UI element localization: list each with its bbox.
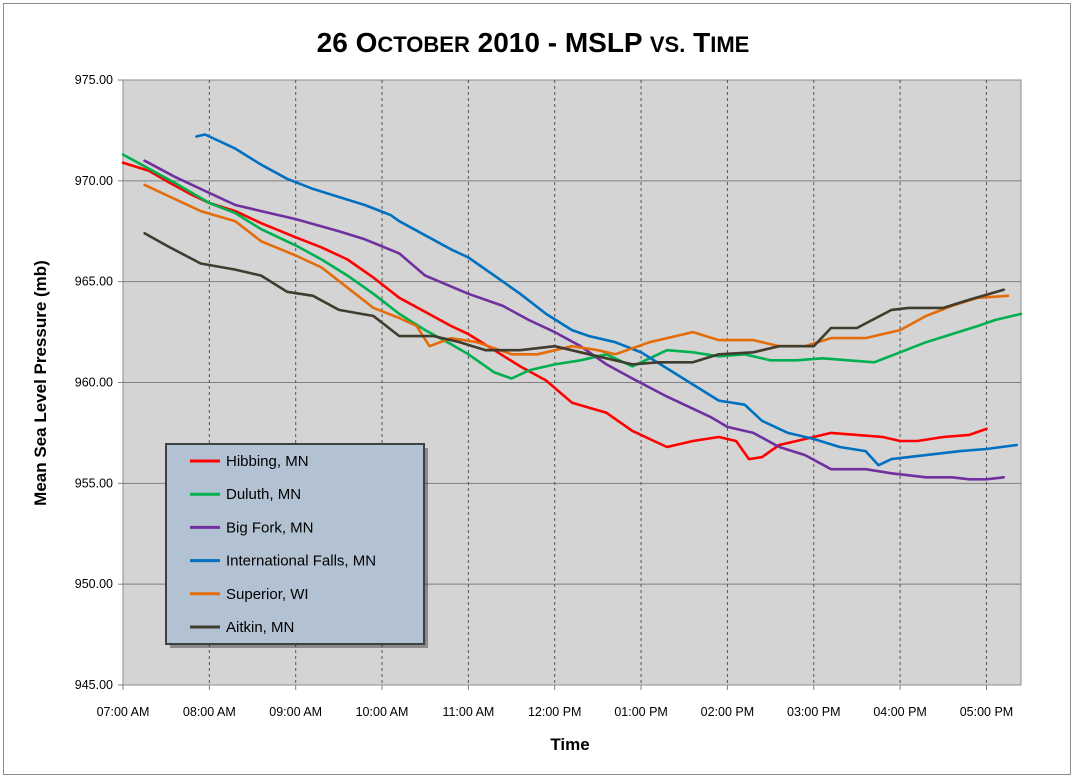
- y-tick-label: 955.00: [75, 476, 113, 490]
- y-axis-ticks: 945.00 950.00 955.00 960.00 965.00 970.00 975.…: [75, 73, 113, 692]
- y-tick-label: 960.00: [75, 376, 113, 390]
- series-lines: [121, 133, 1023, 481]
- series-line-international-falls-mn: [195, 133, 1018, 467]
- legend-label: Hibbing, MN: [226, 453, 309, 470]
- x-tick-label: 01:00 PM: [614, 705, 668, 719]
- series-line-duluth-mn: [121, 153, 1023, 380]
- legend-label: International Falls, MN: [226, 553, 376, 570]
- x-tick-label: 08:00 AM: [183, 705, 236, 719]
- legend-label: Big Fork, MN: [226, 519, 314, 536]
- legend-items: Hibbing, MN Duluth, MN Big Fork, MN Interna…: [190, 453, 376, 636]
- series-line-aitkin-mn: [143, 232, 1005, 366]
- x-tick-label: 09:00 AM: [269, 705, 322, 719]
- x-tick-label: 02:00 PM: [701, 705, 755, 719]
- x-tick-label: 05:00 PM: [960, 705, 1014, 719]
- y-axis-label: Mean Sea Level Pressure (mb): [31, 260, 50, 506]
- legend-label: Duluth, MN: [226, 486, 301, 503]
- y-tick-label: 945.00: [75, 678, 113, 692]
- legend: Hibbing, MN Duluth, MN Big Fork, MN Interna…: [165, 443, 428, 648]
- legend-label: Aitkin, MN: [226, 619, 294, 636]
- x-tick-label: 03:00 PM: [787, 705, 841, 719]
- x-tick-label: 07:00 AM: [97, 705, 150, 719]
- x-tick-label: 11:00 AM: [442, 705, 494, 719]
- series-line-big-fork-mn: [143, 159, 1005, 481]
- series-line-hibbing-mn: [121, 161, 988, 461]
- x-axis-label: Time: [550, 735, 589, 754]
- series-line-superior-wi: [143, 183, 1010, 356]
- x-tick-label: 04:00 PM: [873, 705, 927, 719]
- y-tick-label: 975.00: [75, 73, 113, 87]
- legend-label: Superior, WI: [226, 586, 309, 603]
- legend-box: [165, 443, 425, 645]
- chart-title: 26 OCTOBER 2010 - MSLP VS. TIME: [317, 27, 750, 58]
- x-axis-ticks: 07:00 AM 08:00 AM 09:00 AM 10:00 AM 11:00 AM…: [97, 705, 1014, 719]
- x-tick-label: 10:00 AM: [356, 705, 409, 719]
- y-tick-label: 970.00: [75, 174, 113, 188]
- y-tick-label: 965.00: [75, 275, 113, 289]
- x-tick-label: 12:00 PM: [528, 705, 582, 719]
- y-tick-label: 950.00: [75, 577, 113, 591]
